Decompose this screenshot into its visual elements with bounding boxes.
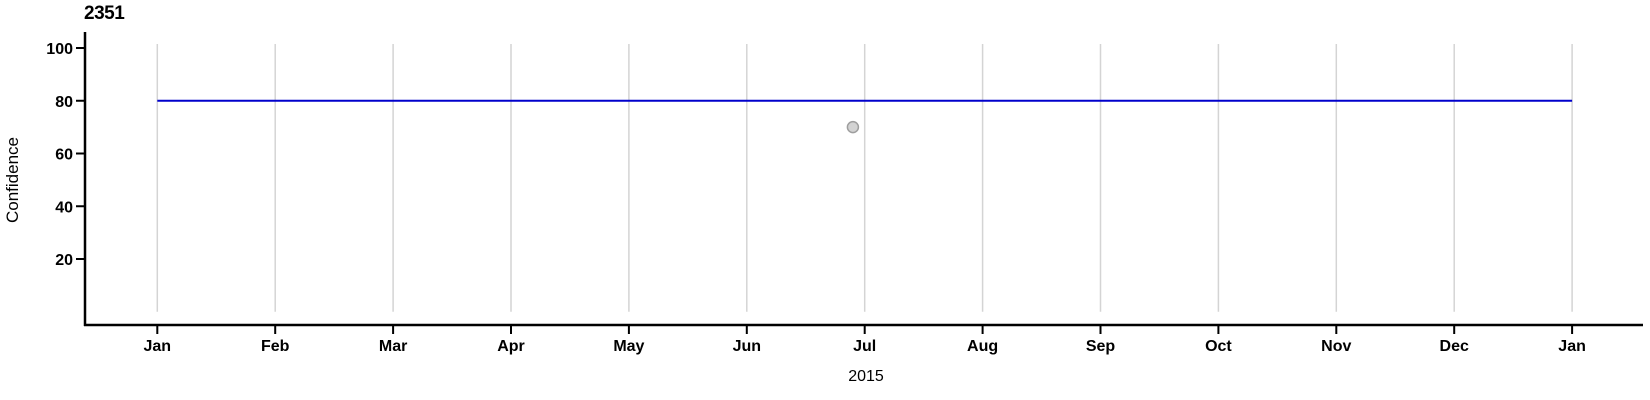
data-point [846, 120, 860, 134]
y-tick-label: 80 [55, 94, 73, 111]
x-axis-title: 2015 [848, 368, 884, 385]
x-tick-label: Aug [967, 338, 998, 355]
x-tick-label: Dec [1440, 338, 1469, 355]
x-tick-label: Jan [1558, 338, 1586, 355]
y-tick-label: 20 [55, 252, 73, 269]
x-tick-label: Mar [379, 338, 407, 355]
x-tick-label: Nov [1321, 338, 1351, 355]
x-tick-label: Jun [733, 338, 761, 355]
x-tick-label: Oct [1205, 338, 1232, 355]
x-tick-label: Feb [261, 338, 290, 355]
x-tick-label: Jul [853, 338, 876, 355]
y-tick-label: 40 [55, 199, 73, 216]
x-tick-label: May [613, 338, 644, 355]
y-axis-title: Confidence [3, 137, 22, 223]
y-tick-label: 60 [55, 147, 73, 164]
x-tick-label: Apr [497, 338, 525, 355]
x-tick-label: Sep [1086, 338, 1116, 355]
chart-title: 2351 [84, 3, 125, 24]
y-tick-label: 100 [46, 41, 73, 58]
x-tick-label: Jan [144, 338, 172, 355]
